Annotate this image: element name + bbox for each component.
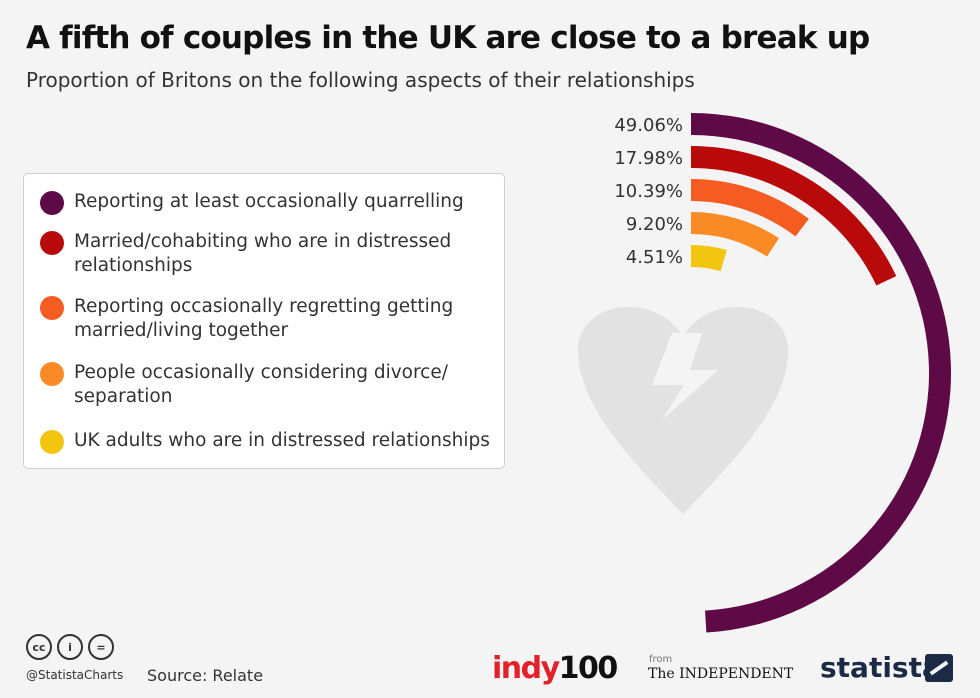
legend-label: Reporting occasionally regretting gettin… — [74, 296, 454, 341]
legend-label: People occasionally considering divorce/… — [74, 362, 448, 407]
value-label: 49.06% — [614, 115, 683, 136]
value-label: 17.98% — [614, 148, 683, 169]
independent-logo: The INDEPENDENT — [648, 666, 794, 682]
indy100-logo: indy100 — [492, 651, 619, 686]
indy100-logo-word: indy — [492, 651, 560, 686]
no-derivatives-icon: = — [88, 634, 114, 660]
source-note: Source: Relate — [147, 666, 264, 685]
legend-item: Reporting occasionally regretting gettin… — [40, 295, 494, 343]
statista-handle: @StatistaCharts — [26, 668, 124, 682]
legend-swatch — [40, 296, 64, 320]
creative-commons-icon: cc — [26, 634, 52, 660]
arc-bar — [691, 245, 727, 272]
legend-label: Married/cohabiting who are in distressed… — [74, 231, 452, 276]
statista-logo-mark — [925, 654, 953, 682]
legend-item: UK adults who are in distressed relation… — [40, 429, 494, 454]
broken-heart-icon — [578, 307, 788, 514]
value-label: 10.39% — [614, 181, 683, 202]
legend-item: People occasionally considering divorce/… — [40, 361, 494, 409]
legend-swatch — [40, 191, 64, 215]
statista-logo: statista — [820, 651, 941, 684]
legend-item: Married/cohabiting who are in distressed… — [40, 230, 494, 278]
arc-bar — [691, 146, 897, 286]
legend-label: Reporting at least occasionally quarrell… — [74, 191, 464, 212]
legend-swatch — [40, 231, 64, 255]
license-icons: cc i = — [26, 634, 114, 660]
indy100-logo-number: 100 — [558, 651, 619, 686]
from-label: from — [649, 654, 673, 665]
arc-bar — [691, 212, 779, 257]
value-label: 9.20% — [626, 214, 683, 235]
arc-bar — [691, 179, 809, 237]
legend-item: Reporting at least occasionally quarrell… — [40, 190, 494, 215]
chart-subtitle: Proportion of Britons on the following a… — [26, 68, 695, 92]
attribution-icon: i — [57, 634, 83, 660]
value-label: 4.51% — [626, 247, 683, 268]
legend-swatch — [40, 362, 64, 386]
legend: Reporting at least occasionally quarrell… — [23, 173, 505, 469]
chart-title: A fifth of couples in the UK are close t… — [26, 20, 870, 56]
legend-label: UK adults who are in distressed relation… — [74, 430, 490, 451]
legend-swatch — [40, 430, 64, 454]
